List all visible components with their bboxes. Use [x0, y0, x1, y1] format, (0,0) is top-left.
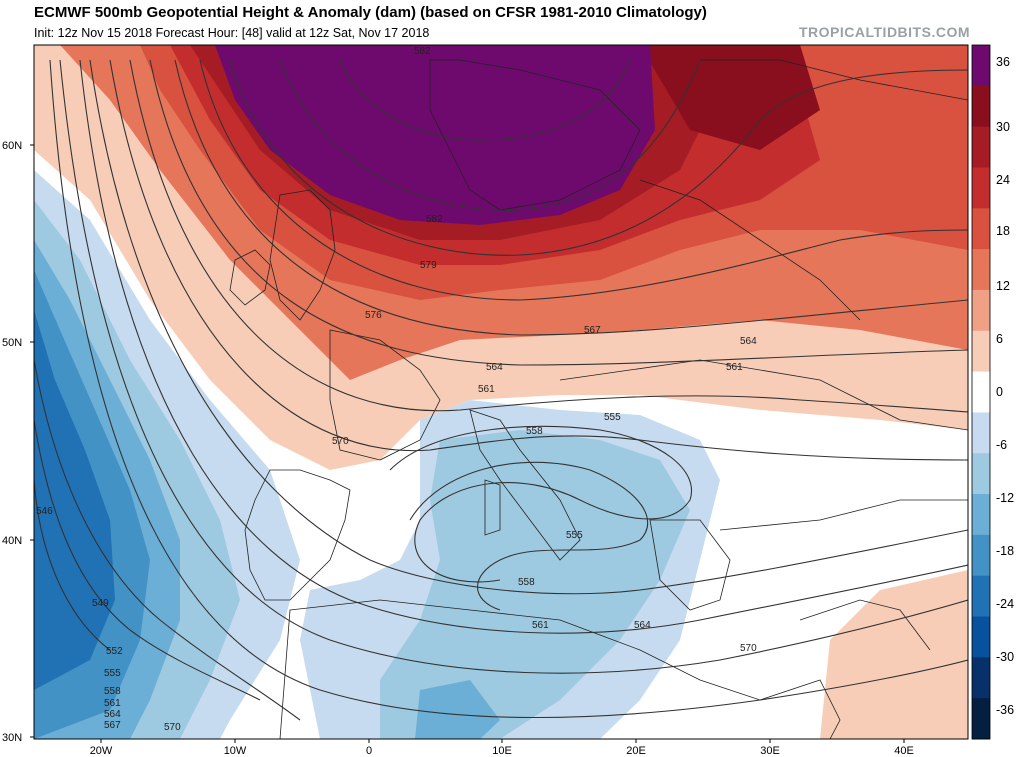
colorbar-label: 24: [996, 173, 1010, 187]
colorbar-label: 18: [996, 224, 1010, 238]
lat-label: 40N: [2, 535, 22, 547]
colorbar-frame: [971, 44, 991, 740]
colorbar-swatch: [972, 534, 990, 577]
colorbar-label: 0: [996, 385, 1003, 399]
contour-label: 582: [414, 46, 431, 57]
lon-label: 40E: [894, 745, 914, 757]
contour-label: 558: [518, 577, 535, 588]
colorbar-label: -6: [996, 438, 1007, 452]
lon-label: 20W: [90, 745, 113, 757]
colorbar-swatch: [972, 698, 990, 740]
contour-label: 567: [104, 720, 121, 731]
anomaly-field: [34, 45, 968, 739]
lat-label: 60N: [2, 140, 22, 152]
colorbar-label: -36: [996, 703, 1014, 717]
colorbar-swatches: [972, 45, 990, 740]
lon-label: 10W: [224, 745, 247, 757]
colorbar-swatch: [972, 453, 990, 495]
colorbar-swatch: [972, 289, 990, 332]
colorbar-swatch: [972, 85, 990, 128]
colorbar-swatch: [972, 208, 990, 250]
colorbar-swatch: [972, 126, 990, 168]
contour-label: 549: [92, 598, 109, 609]
contour-labels: 582 582 579 576 570 567 564 561 564 561 …: [36, 46, 757, 733]
colorbar-swatch: [972, 494, 990, 536]
contour-label: 564: [104, 709, 121, 720]
colorbar-label: 12: [996, 279, 1010, 293]
colorbar-label: -12: [996, 491, 1014, 505]
contour-label: 546: [36, 506, 53, 517]
colorbar: 36 30 24 18 12 6 0 -6 -12 -18 -24 -30 -3…: [971, 44, 1014, 740]
lon-label: 20E: [626, 745, 646, 757]
contour-label: 579: [420, 260, 437, 271]
latitude-axis: 60N 50N 40N 30N: [2, 140, 34, 744]
contour-label: 564: [486, 362, 503, 373]
map-frame: [33, 44, 969, 740]
chart-subtitle: Init: 12z Nov 15 2018 Forecast Hour: [48…: [34, 26, 430, 40]
colorbar-label: -24: [996, 597, 1014, 611]
contour-label: 564: [740, 336, 757, 347]
colorbar-label: 36: [996, 55, 1010, 69]
colorbar-label: 30: [996, 120, 1010, 134]
lon-label: 10E: [492, 745, 512, 757]
watermark: TROPICALTIDBITS.COM: [798, 24, 970, 40]
lon-label: 30E: [760, 745, 780, 757]
contour-label: 570: [164, 722, 181, 733]
contour-label: 558: [526, 426, 543, 437]
contour-label: 555: [604, 412, 621, 423]
colorbar-swatch: [972, 412, 990, 454]
contour-label: 582: [426, 214, 443, 225]
contour-label: 570: [332, 436, 349, 447]
colorbar-label: 6: [996, 332, 1003, 346]
colorbar-swatch: [972, 330, 990, 373]
colorbar-swatch: [972, 249, 990, 291]
contour-label: 555: [566, 530, 583, 541]
contour-label: 561: [104, 698, 121, 709]
lat-label: 50N: [2, 337, 22, 349]
colorbar-label: -18: [996, 544, 1014, 558]
contour-label: 567: [584, 325, 601, 336]
contour-label: 570: [740, 643, 757, 654]
height-contours: [34, 59, 968, 721]
contour-label: 564: [634, 620, 651, 631]
contour-label: 558: [104, 686, 121, 697]
colorbar-swatch: [972, 657, 990, 699]
contour-label: 576: [365, 310, 382, 321]
colorbar-label: -30: [996, 650, 1014, 664]
colorbar-swatch: [972, 575, 990, 618]
colorbar-swatch: [972, 167, 990, 209]
colorbar-swatch: [972, 616, 990, 658]
contour-label: 552: [106, 646, 123, 657]
chart-title: ECMWF 500mb Geopotential Height & Anomal…: [34, 4, 707, 21]
longitude-axis: 20W 10W 0 10E 20E 30E 40E: [90, 739, 914, 757]
contour-label: 555: [104, 668, 121, 679]
lon-label: 0: [366, 745, 372, 757]
lat-label: 30N: [2, 732, 22, 744]
contour-label: 561: [726, 362, 743, 373]
colorbar-labels: 36 30 24 18 12 6 0 -6 -12 -18 -24 -30 -3…: [996, 55, 1014, 717]
colorbar-swatch: [972, 371, 990, 413]
contour-label: 561: [478, 384, 495, 395]
contour-label: 561: [532, 620, 549, 631]
colorbar-swatch: [972, 45, 990, 87]
